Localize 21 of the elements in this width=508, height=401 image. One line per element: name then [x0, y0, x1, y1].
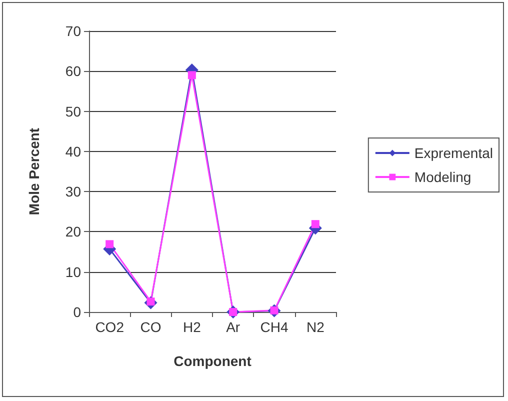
- x-tick-label: H2: [182, 319, 202, 335]
- legend-label: Modeling: [414, 169, 472, 185]
- y-tick-label: 50: [65, 103, 82, 120]
- y-tick-label: 0: [73, 304, 82, 320]
- point: [311, 220, 320, 228]
- legend-label: Expremental: [414, 145, 493, 161]
- y-tick-label: 60: [65, 63, 82, 80]
- point: [188, 71, 196, 80]
- x-tick-label: N2: [306, 319, 325, 335]
- y-tick-label: 20: [65, 224, 82, 240]
- y-tick-label: 30: [65, 184, 82, 200]
- x-tick-label: Ar: [226, 319, 240, 335]
- x-tick-label: CO2: [95, 319, 124, 335]
- x-tick-label: CH4: [260, 319, 288, 335]
- x-tick-label: CO: [140, 319, 162, 335]
- y-axis-title: Mole Percent: [26, 128, 42, 216]
- point: [106, 240, 114, 248]
- y-tick-label: 70: [65, 23, 82, 39]
- y-tick-label: 10: [65, 264, 82, 280]
- y-tick-label: 40: [65, 143, 82, 160]
- x-axis-title: Component: [174, 353, 252, 369]
